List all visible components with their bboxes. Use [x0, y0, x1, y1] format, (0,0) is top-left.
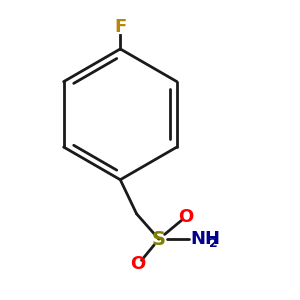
Text: NH: NH: [190, 230, 220, 248]
Text: F: F: [114, 18, 126, 36]
Text: O: O: [178, 208, 193, 226]
Text: O: O: [130, 255, 146, 273]
Text: S: S: [152, 230, 166, 249]
Text: 2: 2: [208, 236, 217, 250]
